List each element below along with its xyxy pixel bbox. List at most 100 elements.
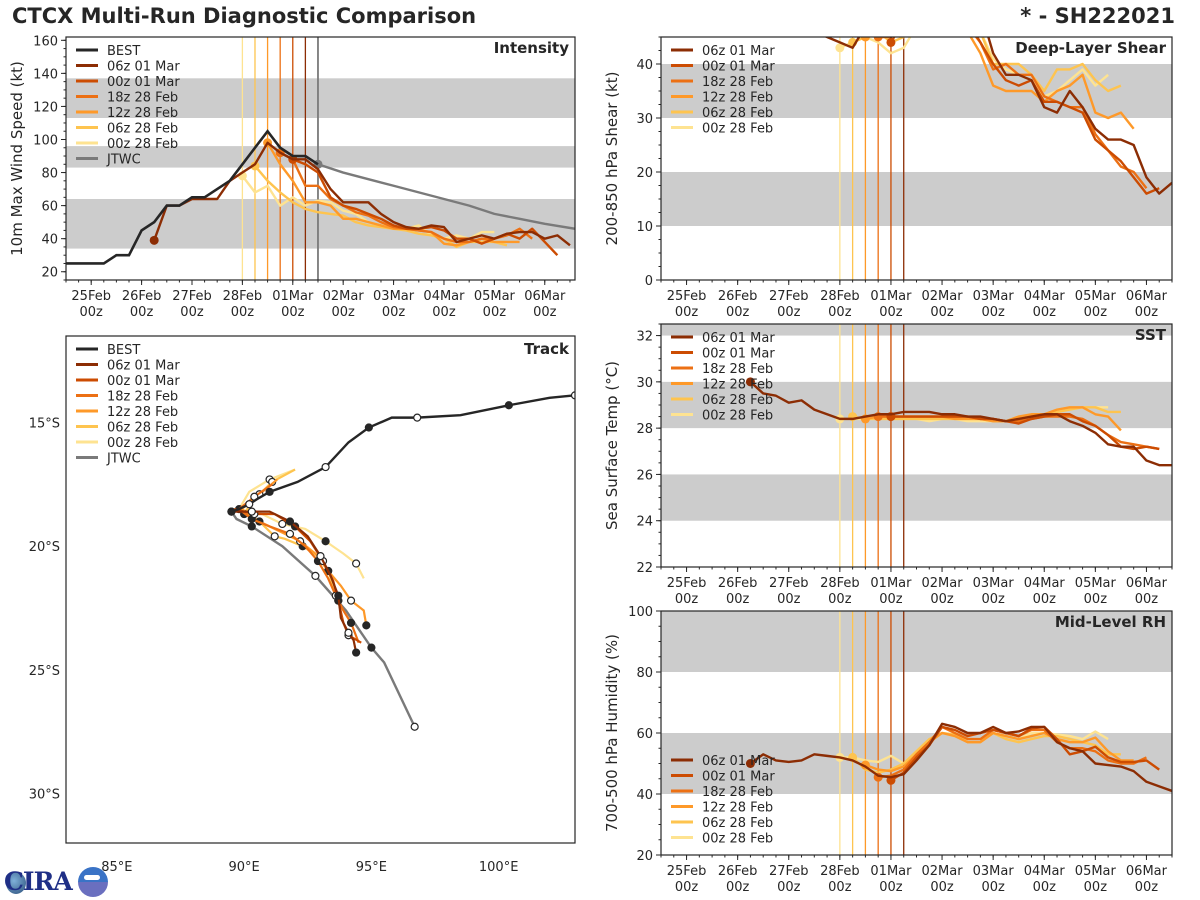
track-position-marker: [247, 507, 256, 516]
axes-frame: [65, 36, 576, 281]
x-tick-label: 05Mar: [1075, 864, 1117, 879]
y-tick-label: 30: [636, 376, 653, 391]
legend-label: JTWC: [106, 153, 141, 168]
x-tick-label: 00z: [879, 592, 903, 607]
y-tick-label: 20°S: [29, 540, 60, 555]
series-start-marker: [810, 27, 819, 36]
legend-label: 00z 28 Feb: [702, 832, 773, 847]
x-tick-label: 00z: [930, 880, 954, 895]
y-tick-label: 24: [636, 515, 653, 530]
track-position-marker: [245, 500, 254, 509]
x-tick-label: 00z: [1084, 592, 1108, 607]
x-tick-label: 00z: [432, 305, 456, 320]
x-tick-label: 06Mar: [1126, 289, 1168, 304]
track-position-marker: [364, 423, 373, 432]
panel-intensity: 2040608010012014016025Feb00z26Feb00z27Fe…: [8, 34, 576, 320]
series-line-06z-01-mar: [823, 37, 1172, 195]
track-position-marker: [227, 507, 236, 516]
x-tick-label: 25Feb: [667, 864, 707, 879]
legend-label: JTWC: [106, 452, 141, 467]
x-tick-label: 00z: [231, 305, 255, 320]
x-tick-label: 00z: [331, 305, 355, 320]
cira-logo-icon: CIRA: [4, 866, 108, 898]
x-tick-label: 02Mar: [922, 576, 964, 591]
series-line-06z-01-mar: [153, 141, 571, 247]
y-tick-label: 60: [636, 727, 653, 742]
x-tick-label: 00z: [675, 592, 699, 607]
x-tick-label: 26Feb: [718, 864, 758, 879]
legend-label: 00z 28 Feb: [107, 137, 178, 152]
series-line-06z-01-mar: [749, 722, 1172, 793]
legend-label: 00z 01 Mar: [702, 770, 775, 785]
x-tick-label: 27Feb: [172, 289, 212, 304]
threshold-band: [661, 324, 1172, 336]
panel-title: Track: [524, 340, 570, 358]
track-position-marker: [265, 487, 274, 496]
x-tick-label: 06Mar: [524, 289, 566, 304]
plot-area: [661, 324, 1172, 567]
x-tick-label: 26Feb: [718, 289, 758, 304]
x-tick-label: 03Mar: [973, 864, 1015, 879]
y-tick-label: 22: [636, 561, 653, 576]
y-tick-label: 120: [33, 100, 58, 115]
series-start-marker: [745, 377, 755, 387]
track-position-marker: [270, 532, 279, 541]
series-start-marker: [860, 37, 870, 42]
x-tick-label: 00z: [726, 880, 750, 895]
x-tick-label: 00z: [1033, 592, 1057, 607]
x-tick-label: 27Feb: [769, 289, 809, 304]
legend-label: 00z 28 Feb: [702, 122, 773, 137]
y-tick-label: 15°S: [29, 417, 60, 432]
panel-rh: 2040608010025Feb00z26Feb00z27Feb00z28Feb…: [603, 605, 1173, 895]
legend-label: 18z 28 Feb: [702, 75, 773, 90]
track-position-marker: [570, 391, 575, 400]
x-tick-label: 25Feb: [667, 576, 707, 591]
series-line-00z-01-mar: [889, 37, 1160, 195]
panel-title: Intensity: [494, 39, 570, 57]
x-tick-label: 95°E: [356, 860, 387, 875]
panel-shear: 01020304025Feb00z26Feb00z27Feb00z28Feb00…: [603, 27, 1173, 320]
y-tick-label: 32: [636, 330, 653, 345]
legend-label: 06z 28 Feb: [702, 106, 773, 121]
legend-label: 12z 28 Feb: [702, 378, 773, 393]
y-axis-label: Sea Surface Temp (°C): [603, 361, 621, 530]
legend-label: 18z 28 Feb: [702, 785, 773, 800]
y-tick-label: 28: [636, 422, 653, 437]
series-line-06z-01-mar: [749, 380, 1172, 467]
figure-title: CTCX Multi-Run Diagnostic Comparison: [12, 4, 477, 28]
x-tick-label: 28Feb: [820, 289, 860, 304]
x-tick-label: 85°E: [101, 860, 132, 875]
panel-title: SST: [1135, 326, 1167, 344]
y-tick-label: 30°S: [29, 788, 60, 803]
track-position-marker: [316, 552, 325, 561]
x-tick-label: 00z: [828, 592, 852, 607]
track-position-marker: [410, 722, 419, 731]
x-tick-label: 00z: [879, 305, 903, 320]
legend-label: 00z 01 Mar: [107, 75, 180, 90]
legend-label: 06z 28 Feb: [702, 816, 773, 831]
x-tick-label: 27Feb: [769, 576, 809, 591]
x-tick-label: 00z: [726, 592, 750, 607]
y-tick-label: 20: [41, 266, 58, 281]
legend-label: 06z 01 Mar: [107, 359, 180, 374]
panel-track: 85°E 90°E 95°E 100°E 15°S 20°S 25°S 30°S Track BE…: [29, 335, 576, 875]
legend-label: 06z 28 Feb: [702, 393, 773, 408]
legend-label: 12z 28 Feb: [702, 91, 773, 106]
series-line-12z-28-feb: [865, 37, 1135, 130]
y-tick-label: 0: [645, 274, 653, 289]
y-tick-label: 40: [636, 788, 653, 803]
legend-label: BEST: [107, 44, 140, 59]
x-tick-label: 00z: [930, 305, 954, 320]
track-position-marker: [321, 537, 330, 546]
x-tick-label: 27Feb: [769, 864, 809, 879]
series-line-18z-28-feb: [878, 37, 1148, 189]
legend-label: 00z 28 Feb: [107, 436, 178, 451]
track-line-12z-28-feb: [239, 478, 368, 626]
x-tick-label: 00z: [777, 880, 801, 895]
x-tick-label: 25Feb: [71, 289, 111, 304]
legend-label: 06z 28 Feb: [107, 122, 178, 137]
track-position-marker: [285, 529, 295, 538]
